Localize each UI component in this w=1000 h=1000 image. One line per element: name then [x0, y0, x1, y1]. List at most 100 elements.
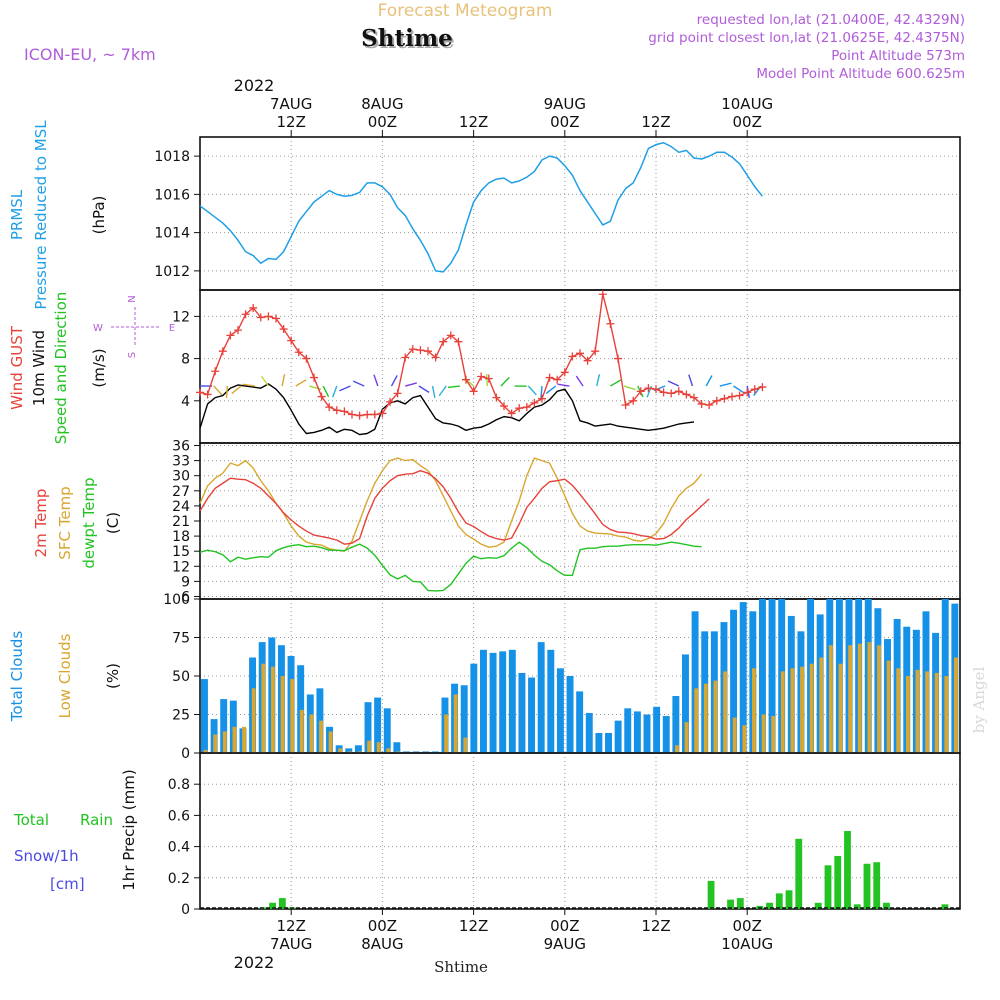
y-tick-label: 33: [172, 454, 190, 470]
total-cloud-bar: [566, 676, 574, 753]
gust-marker: [515, 404, 524, 413]
cloud-label-total: Total Clouds: [8, 631, 26, 723]
bottom-hour-label: 12Z: [459, 917, 488, 935]
gust-marker: [317, 392, 326, 401]
wind-direction-arrow: [527, 385, 537, 396]
gust-marker: [462, 375, 470, 384]
low-cloud-bar: [771, 716, 776, 753]
gust-marker: [621, 401, 630, 410]
location-title: Shtime: [361, 25, 453, 52]
gust-marker: [256, 313, 265, 322]
gust-marker: [720, 394, 729, 403]
top-hour-label: 00Z: [368, 113, 397, 131]
total-cloud-bar: [653, 706, 661, 753]
gust-marker: [591, 347, 600, 356]
low-cloud-bar: [848, 645, 853, 753]
top-day-label: 9AUG: [544, 95, 586, 113]
low-cloud-bar: [203, 749, 208, 753]
compass-s: S: [127, 352, 138, 358]
total-cloud-bar: [576, 691, 584, 753]
low-cloud-bar: [299, 709, 304, 753]
rain-bar: [814, 902, 822, 909]
rain-bar: [736, 898, 744, 909]
total-cloud-bar: [345, 748, 353, 753]
low-cloud-bar: [752, 668, 756, 753]
total-cloud-bar: [624, 708, 632, 753]
top-hour-label: 00Z: [733, 113, 762, 131]
precip-label-rain: Rain: [80, 811, 113, 829]
rain-bar: [883, 902, 890, 909]
total-cloud-bar: [556, 668, 564, 753]
gust-marker: [340, 407, 349, 416]
wind-direction-arrow: [231, 385, 242, 395]
top-day-label: 8AUG: [361, 95, 403, 113]
low-cloud-bar: [376, 742, 381, 753]
total-cloud-bar: [393, 742, 401, 753]
wind-direction-arrow: [431, 385, 436, 398]
gust-marker: [469, 387, 478, 396]
wind-direction-arrow: [667, 380, 680, 387]
wind-label-10m: 10m Wind: [30, 330, 48, 406]
low-cloud-bar: [213, 734, 218, 753]
total-cloud-bar: [383, 708, 391, 753]
gust-marker: [568, 352, 577, 361]
wind-direction-arrow: [405, 382, 417, 387]
gust-marker: [355, 411, 364, 420]
gust-marker: [264, 312, 273, 321]
wind-direction-arrow: [733, 385, 744, 394]
low-cloud-bar: [838, 663, 843, 753]
gust-marker: [416, 346, 425, 355]
bottom-year-label: 2022: [234, 953, 275, 972]
y-tick-label: 24: [172, 499, 190, 515]
wind-direction-arrow: [705, 375, 713, 387]
gust-marker: [484, 374, 493, 383]
total-cloud-bar: [643, 714, 651, 753]
bottom-hour-label: 00Z: [733, 917, 762, 935]
rain-bar: [707, 880, 715, 909]
gust-marker: [758, 383, 767, 392]
precip-label-total: Total: [13, 811, 49, 829]
total-cloud-bar: [479, 649, 487, 753]
wind-direction-arrow: [575, 375, 584, 387]
wind-direction-arrow: [332, 385, 338, 398]
compass-n: N: [127, 295, 138, 302]
wind-direction-arrow: [281, 374, 286, 387]
rain-bar: [863, 863, 871, 909]
precip-label-snow: Snow/1h: [14, 847, 79, 865]
low-cloud-bar: [280, 676, 285, 753]
gust-marker: [697, 399, 706, 408]
top-day-label: 10AUG: [721, 95, 773, 113]
wind-speed-line: [199, 383, 695, 436]
gust-marker: [667, 389, 676, 398]
gust-marker: [386, 397, 394, 406]
gust-marker: [454, 337, 463, 346]
bottom-day-label: 7AUG: [270, 935, 312, 953]
rain-bar: [269, 902, 277, 909]
low-cloud-bar: [251, 688, 256, 753]
wind-direction-arrow: [688, 374, 694, 387]
gust-marker: [234, 326, 242, 335]
wind-direction-arrow: [438, 385, 447, 397]
low-cloud-bar: [242, 726, 246, 753]
low-cloud-bar: [309, 714, 314, 753]
y-tick-label: 0.2: [168, 871, 190, 887]
low-cloud-bar: [675, 745, 679, 753]
rain-bar: [834, 855, 842, 909]
wind-direction-arrow: [596, 374, 601, 387]
gust-marker: [378, 409, 387, 418]
y-tick-label: 12: [172, 309, 190, 325]
wind-direction-arrow: [557, 383, 570, 387]
gust-marker: [287, 336, 296, 345]
total-cloud-bar: [547, 649, 555, 753]
low-cloud-bar: [780, 671, 785, 753]
temp-label-sfc: SFC Temp: [56, 486, 74, 559]
total-cloud-bar: [633, 711, 641, 753]
bottom-hour-label: 12Z: [641, 917, 670, 935]
gust-marker: [310, 373, 318, 382]
y-tick-label: 1014: [154, 226, 190, 242]
top-hour-label: 12Z: [641, 113, 670, 131]
total-cloud-bar: [691, 611, 699, 753]
y-tick-label: 27: [172, 484, 190, 500]
gust-marker: [583, 356, 592, 365]
